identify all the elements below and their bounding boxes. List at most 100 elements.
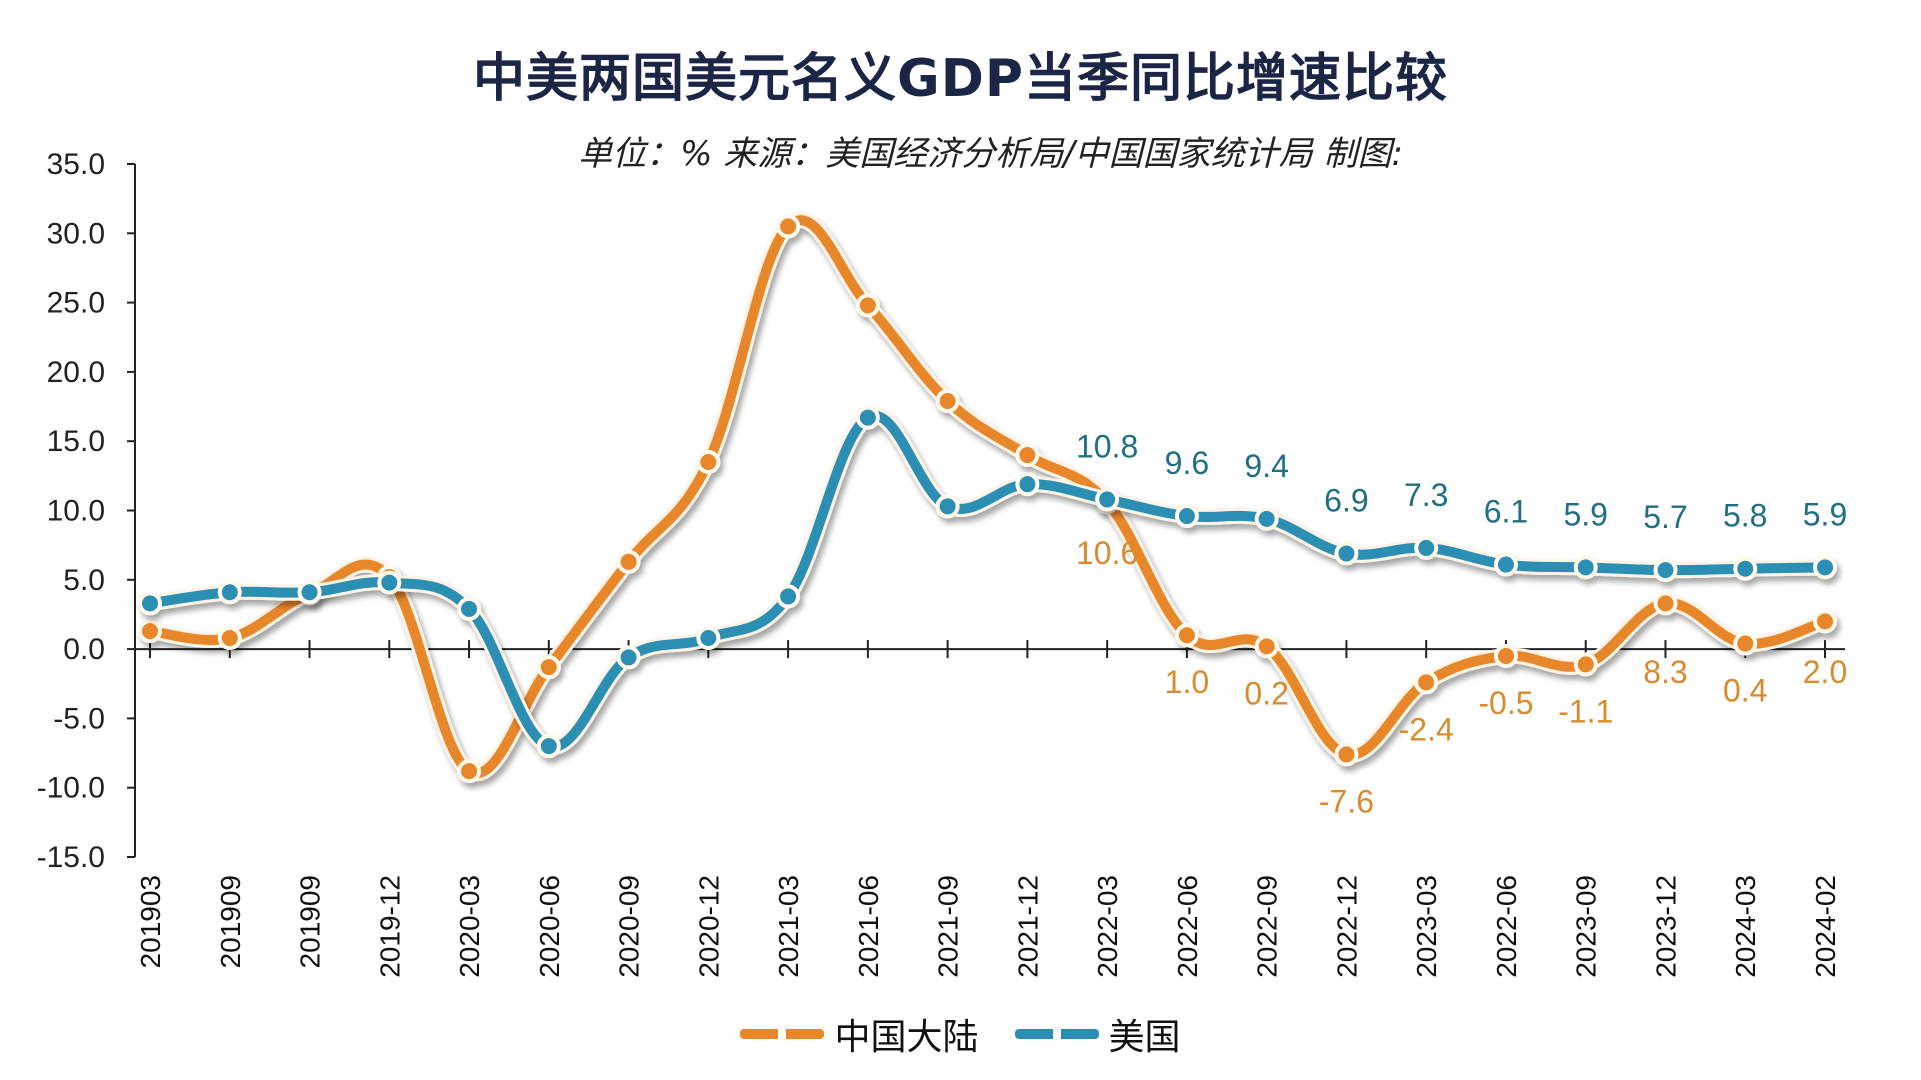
x-tick-label: 2022-12 [1331,875,1362,978]
data-point-us [377,570,402,595]
legend: 中国大陆 美国 [0,1008,1921,1060]
data-point-china [1015,443,1040,468]
x-tick-label: 2020-03 [454,875,485,978]
data-point-china [536,655,561,680]
data-label-china: 8.3 [1643,654,1687,690]
data-label-china: -2.4 [1399,711,1454,747]
data-point-china [1733,631,1758,656]
data-point-china [696,449,721,474]
y-tick-label: -10.0 [37,772,105,805]
data-point-us [935,494,960,519]
y-tick-label: 20.0 [47,356,105,389]
y-tick-label: 10.0 [47,495,105,528]
data-point-us [1733,556,1758,581]
data-label-us: 9.6 [1165,445,1209,481]
data-label-us: 5.8 [1723,498,1767,534]
x-tick-label: 2021-03 [773,875,804,978]
y-tick-label: 30.0 [47,217,105,250]
data-label-us: 5.9 [1563,496,1607,532]
data-point-us [1813,555,1837,580]
y-tick-label: -5.0 [53,702,105,735]
y-tick-label: 25.0 [47,287,105,320]
data-point-china [855,293,880,318]
x-tick-label: 2024-02 [1810,875,1841,978]
x-tick-label: 2020-09 [614,875,645,978]
data-label-us: 9.4 [1244,448,1288,484]
data-label-us: 7.3 [1404,477,1448,513]
legend-item-us: 美国 [1014,1008,1181,1060]
y-tick-label: 15.0 [47,425,105,458]
data-point-china [616,549,641,574]
x-tick-label: 2022-06 [1172,875,1203,978]
legend-label-china: 中国大陆 [834,1017,979,1058]
data-point-china [1573,652,1598,677]
data-point-china [1813,609,1837,634]
data-point-us [776,584,801,609]
data-point-us [297,580,322,605]
data-label-china: -7.6 [1319,783,1374,819]
data-point-china [1254,634,1279,659]
data-point-us [1653,558,1678,583]
data-label-china: 2.0 [1803,654,1847,690]
data-point-us [1254,506,1279,531]
data-point-china [776,214,801,239]
y-tick-label: 0.0 [63,633,105,666]
data-point-us [457,596,482,621]
x-tick-label: 201909 [295,875,326,968]
legend-swatch-china [740,1027,825,1041]
data-point-china [217,626,242,651]
x-tick-label: 2021-06 [853,875,884,978]
data-point-china [1334,742,1359,767]
y-tick-label: -15.0 [37,841,105,874]
y-tick-label: 5.0 [63,564,105,597]
x-tick-label: 2023-12 [1650,875,1681,978]
data-point-us [138,591,162,616]
chart-subtitle: 单位：% 来源：美国经济分析局/中国国家统计局 制图: [578,134,1403,174]
series-china [138,212,1837,784]
data-point-us [855,405,880,430]
y-tick-label: 35.0 [47,148,105,181]
data-label-us: 5.7 [1643,499,1687,535]
data-point-us [1334,541,1359,566]
x-tick-label: 2023-03 [1411,875,1442,978]
data-label-china: -1.1 [1558,693,1613,729]
legend-label-us: 美国 [1108,1017,1181,1058]
x-tick-label: 2019-12 [374,875,405,978]
data-point-china [1653,591,1678,616]
x-tick-label: 201903 [135,875,166,968]
data-point-us [1174,504,1199,529]
data-label-china: 1.0 [1165,664,1209,700]
data-point-us [217,580,242,605]
data-point-us [696,626,721,651]
data-point-us [1414,535,1439,560]
data-point-us [616,645,641,670]
x-tick-label: 2020-12 [693,875,724,978]
data-label-us: 6.1 [1484,494,1528,530]
data-label-china: 0.2 [1244,675,1288,711]
data-point-china [935,389,960,414]
data-point-china [1174,623,1199,648]
data-point-china [1493,644,1518,669]
data-point-us [1095,487,1120,512]
data-label-us: 6.9 [1324,482,1368,518]
data-point-china [138,619,162,644]
x-tick-label: 2020-06 [534,875,565,978]
x-tick-label: 2022-06 [1491,875,1522,978]
data-point-us [1573,555,1598,580]
legend-swatch-us [1014,1027,1099,1041]
x-tick-label: 2021-09 [933,875,964,978]
x-tick-label: 2022-09 [1252,875,1283,978]
series-us [138,405,1837,759]
data-label-china: -0.5 [1478,685,1533,721]
chart-title: 中美两国美元名义GDP当季同比增速比较 [473,49,1448,109]
x-tick-label: 2021-12 [1012,875,1043,978]
x-tick-label: 2022-03 [1092,875,1123,978]
data-point-china [1414,670,1439,695]
data-label-us: 10.8 [1076,428,1138,464]
x-tick-label: 2023-09 [1571,875,1602,978]
data-point-us [1015,472,1040,497]
x-tick-label: 201909 [215,875,246,968]
data-point-china [457,759,482,784]
data-label-us: 5.9 [1803,496,1847,532]
